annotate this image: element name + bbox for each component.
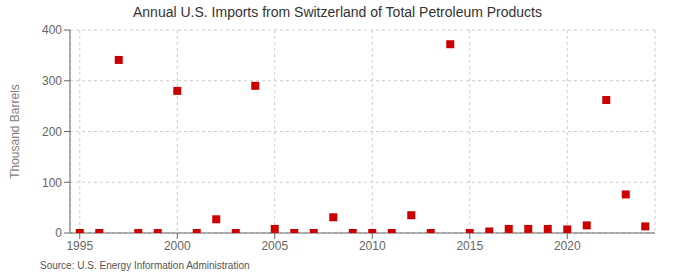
svg-text:400: 400 — [42, 24, 62, 37]
html-text:Source: U.S. Energy Informatio: Source: U.S. Energy Information Administ… — [40, 260, 250, 271]
svg-text:2010: 2010 — [359, 239, 386, 253]
svg-text:2020: 2020 — [554, 239, 581, 253]
svg-text:1995: 1995 — [66, 239, 93, 253]
svg-text:2000: 2000 — [164, 239, 191, 253]
svg-text:0: 0 — [55, 226, 62, 240]
svg-text:200: 200 — [42, 125, 62, 139]
svg-text:2015: 2015 — [456, 239, 483, 253]
svg-text:Thousand Barrels: Thousand Barrels — [8, 84, 22, 179]
svg-text:300: 300 — [42, 74, 62, 88]
svg-text:100: 100 — [42, 176, 62, 190]
svg-text:2005: 2005 — [261, 239, 288, 253]
html-text:Annual U.S. Imports from Switz: Annual U.S. Imports from Switzerland of … — [133, 4, 542, 20]
